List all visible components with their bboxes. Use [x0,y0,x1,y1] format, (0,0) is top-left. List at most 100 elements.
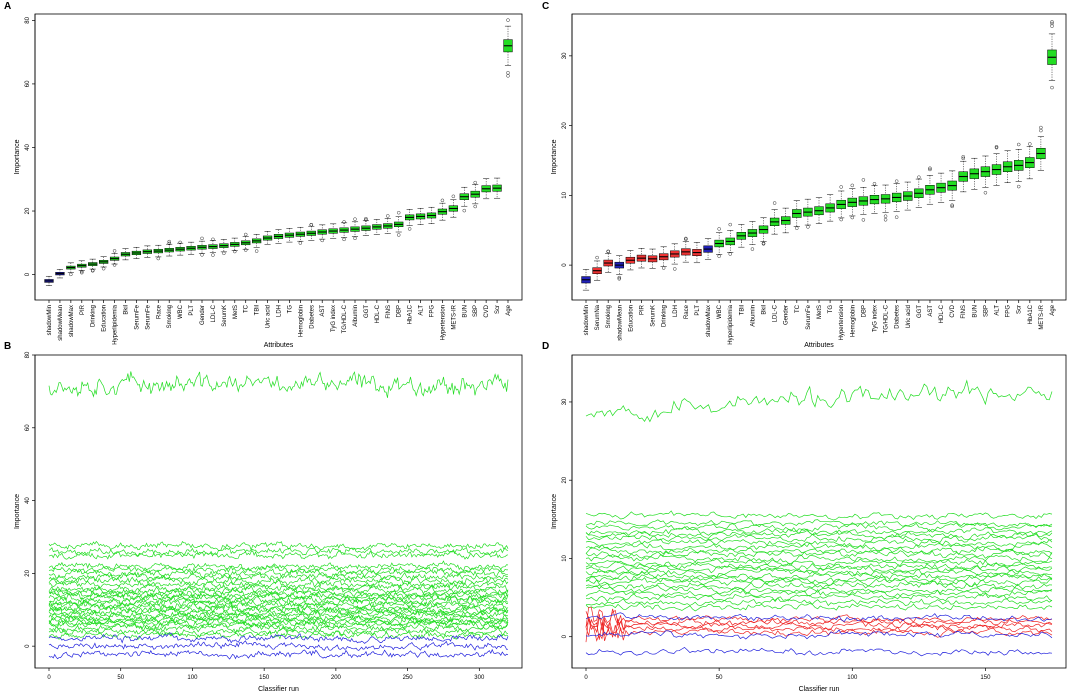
x-tick-label: AST [320,305,326,317]
box-tg [284,228,295,243]
green-trace [48,550,509,560]
box-tyg-index [869,182,880,214]
green-trace [48,540,509,552]
x-tick-label: SerumNa [595,304,601,330]
box-hypertension [437,198,448,221]
x-tick-label: HDL-C [375,304,381,323]
x-axis-label: Classifier run [799,686,840,693]
green-trace [48,590,509,601]
x-tick-label: LDL-C [211,304,217,322]
box-fins [958,155,968,193]
green-trace [585,526,1053,536]
x-tick-label: BUN [972,305,978,318]
x-tick-label: Albumin [353,305,359,327]
x-tick-label: GGT [364,305,370,318]
y-tick-label: 40 [25,497,31,504]
box-bkil [758,217,769,246]
x-tick-label: FINS [386,305,392,319]
box-gender [781,207,791,234]
green-trace [585,577,1053,588]
y-axis-label: Importance [551,494,558,529]
x-tick-label: WBC [178,304,184,319]
x-tick-label: Albumin [750,305,756,327]
x-tick-label: FINS [961,305,967,319]
box-fpg [1002,150,1013,184]
green-trace [585,522,1053,533]
box-smoking [603,249,613,273]
y-tick-label: 0 [25,272,31,276]
x-tick-label: METS-IR [451,304,457,329]
box-wbc [175,240,185,256]
x-tick-label: TG/HDL-C [342,304,348,333]
box-race [153,244,163,261]
box-ldl-c [769,201,780,235]
x-tick-label: 100 [847,675,858,681]
x-tick-label: MetS [817,305,823,319]
x-tick-label: CVD [484,304,490,317]
box-age [503,18,513,78]
y-tick-label: 60 [25,424,31,431]
green-trace [585,568,1053,578]
x-tick-label: METS-IR [1039,304,1045,329]
panel-d-history: 0 10 20 30 Importance 0 50 100 150 Classifier run [551,354,1067,693]
box-hemoglobin [295,226,305,245]
box-hba1c [405,209,415,231]
plot-frame [34,13,523,301]
box-hemoglobin [847,183,857,220]
green-trace [585,580,1053,591]
green-trace [48,599,509,612]
box-drinking [88,258,98,273]
x-tick-label: 200 [331,675,342,681]
box-serumfe [131,246,142,259]
x-tick-label: PIR [639,304,645,315]
box-hba1c [1025,142,1035,180]
x-tick-label: TG [287,305,293,314]
green-trace [585,519,1053,528]
x-tick-label: Age [1050,304,1056,315]
x-tick-label: Smoking [167,305,173,328]
box-tbil [736,224,747,248]
green-trace [48,568,509,579]
x-tick-label: TC [244,304,250,313]
x-tick-label: shadowMean [617,305,623,341]
x-tick-label: CVD [950,304,956,317]
x-tick-label: TyG index [331,305,337,332]
y-tick-label: 60 [25,80,31,87]
x-tick-label: SerumK [651,305,657,327]
green-trace [585,597,1053,607]
box-ggt [914,175,924,208]
y-axis-label: Importance [14,139,21,174]
box-smoking [164,239,174,257]
x-tick-label: 0 [47,675,51,681]
box-sbp [470,180,480,209]
box-race [681,236,691,263]
x-tick-label: Drinking [662,305,668,327]
green-trace [585,564,1053,574]
x-tick-label: PLT [695,305,701,316]
panel-label-b: B [4,341,11,352]
plot-frame [571,354,1067,669]
box-tg-hdl-c [880,184,891,222]
panel-label-a: A [4,1,11,12]
x-tick-label: AST [928,305,934,317]
x-tick-label: Hypertension [839,305,845,340]
box-alt [991,145,1002,186]
box-plt [186,241,196,255]
green-trace [48,607,509,619]
x-tick-label: LDL-C [773,304,779,322]
box-shadowmean [55,269,65,279]
box-age [1047,20,1057,90]
x-tick-label: SBP [983,305,989,317]
x-tick-label: shadowMin [47,305,53,335]
x-tick-label: Hemoglobin [850,305,856,337]
box-fpg [426,206,437,224]
box-ggt [361,216,371,236]
x-tick-label: Hypertension [440,305,446,340]
x-tick-label: Drinking [91,305,97,327]
box-ldh [273,229,284,244]
x-tick-label: GGT [917,305,923,318]
x-tick-label: Age [506,304,512,315]
x-tick-label: HbA1C [1028,304,1034,324]
blue-trace [585,646,1053,657]
